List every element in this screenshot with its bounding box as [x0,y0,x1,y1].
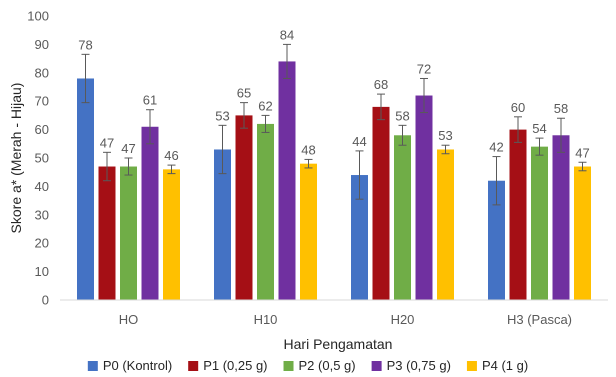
data-label: 68 [374,77,388,92]
bar [163,169,180,300]
y-tick-label: 40 [35,179,49,194]
legend-swatch [283,361,294,371]
data-label: 72 [417,61,431,76]
bar [257,123,274,300]
y-tick-label: 20 [35,236,49,251]
x-tick-label: H20 [391,312,415,327]
bar [437,149,454,300]
legend-swatch [188,361,199,371]
legend-item: P1 (0,25 g) [188,358,268,373]
data-label: 58 [554,101,568,116]
bar [509,129,527,300]
data-label: 44 [352,134,366,149]
y-axis-title: Skore a* (Merah - Hijau) [8,83,24,234]
data-label: 60 [511,100,525,115]
y-tick-label: 90 [35,37,49,52]
bar [488,180,505,300]
data-label: 84 [280,27,294,42]
y-tick-label: 10 [35,264,49,279]
bar [552,135,570,300]
legend-swatch [87,361,98,371]
bar [300,163,317,300]
x-tick-label: H10 [254,312,278,327]
legend-item: P3 (0,75 g) [371,358,451,373]
y-tick-label: 70 [35,94,49,109]
legend-label: P4 (1 g) [482,358,528,373]
data-labels: 78 47 47 61 46 53 65 62 84 48 44 68 58 72 53 42 60 54 58 47 [78,27,589,163]
bar [394,135,411,300]
x-tick-label: H3 (Pasca) [507,312,572,327]
legend-label: P0 (Kontrol) [103,358,172,373]
legend: P0 (Kontrol) P1 (0,25 g) P2 (0,5 g) P3 (0,7… [87,358,528,373]
x-axis-ticks: HO H10 H20 H3 (Pasca) [119,312,572,327]
legend-swatch [371,361,382,371]
legend-item: P2 (0,5 g) [283,358,356,373]
y-tick-label: 50 [35,151,49,166]
data-label: 42 [489,140,503,155]
bar [278,61,296,300]
data-label: 78 [78,37,92,52]
data-label: 61 [143,93,157,108]
data-label: 53 [438,128,452,143]
y-tick-label: 100 [27,9,49,24]
bar [77,78,94,300]
y-axis-ticks: 0 10 20 30 40 50 60 70 80 90 100 [27,9,49,308]
data-label: 47 [121,141,135,156]
bar [574,166,591,300]
bar [415,95,433,301]
bar [98,166,116,300]
bar [235,115,253,301]
y-tick-label: 0 [42,293,49,308]
error-bars [81,43,587,206]
data-label: 62 [258,98,272,113]
bar [372,106,390,300]
y-tick-label: 60 [35,122,49,137]
legend-label: P3 (0,75 g) [387,358,451,373]
legend-swatch [466,361,477,371]
x-tick-label: HO [119,312,139,327]
data-label: 54 [532,121,546,136]
data-label: 46 [164,148,178,163]
data-label: 48 [301,142,315,157]
bar [141,126,159,300]
legend-item: P4 (1 g) [466,358,528,373]
legend-label: P1 (0,25 g) [203,358,267,373]
bars [77,61,591,301]
bar [351,175,368,300]
y-tick-label: 30 [35,207,49,222]
data-label: 58 [395,108,409,123]
legend-label: P2 (0,5 g) [299,358,356,373]
bar [120,166,137,300]
legend-item: P0 (Kontrol) [87,358,172,373]
data-label: 65 [237,86,251,101]
x-axis-title: Hari Pengamatan [284,336,393,352]
y-tick-label: 80 [35,65,49,80]
data-label: 47 [575,145,589,160]
bar [214,149,231,300]
data-label: 53 [215,108,229,123]
bar [531,146,548,300]
data-label: 47 [100,135,114,150]
